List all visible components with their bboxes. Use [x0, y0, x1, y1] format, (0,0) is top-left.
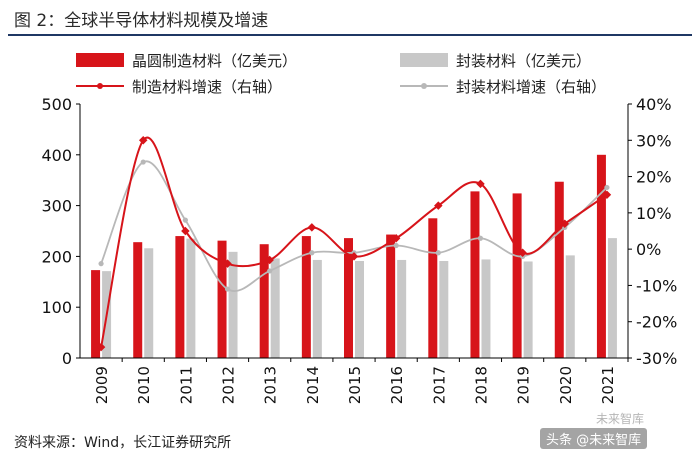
- bar-wafer-2020: [554, 181, 564, 358]
- legend-label-3: 制造材料增速（右轴）: [132, 78, 282, 96]
- right-tick-label: -30%: [636, 349, 677, 368]
- x-tick-label-2021: 2021: [599, 366, 617, 404]
- bar-packaging-2018: [481, 259, 491, 358]
- bar-packaging-2013: [270, 258, 280, 358]
- bar-packaging-2011: [186, 238, 196, 358]
- bar-wafer-2018: [470, 191, 480, 358]
- x-tick-label-2016: 2016: [388, 366, 406, 404]
- bar-wafer-2014: [301, 236, 311, 358]
- point-wafer-growth-2011: [181, 226, 190, 236]
- bar-packaging-2019: [523, 261, 533, 358]
- legend-label-4: 封装材料增速（右轴）: [456, 78, 606, 96]
- left-tick-label: 400: [41, 146, 72, 165]
- bar-packaging-2012: [228, 251, 238, 358]
- right-tick-label: -10%: [636, 276, 677, 295]
- point-packaging-growth-2018: [477, 235, 484, 241]
- source-note: 资料来源：Wind，长江证券研究所: [14, 435, 232, 451]
- point-packaging-growth-2021: [604, 184, 610, 191]
- bar-packaging-2017: [439, 260, 449, 358]
- point-wafer-growth-2009: [96, 342, 106, 352]
- legend-swatch-2: [400, 53, 448, 67]
- point-wafer-growth-2013: [265, 255, 274, 265]
- point-wafer-growth-2016: [391, 234, 401, 243]
- bar-wafer-2013: [259, 244, 269, 358]
- point-packaging-growth-2014: [309, 250, 315, 256]
- bar-packaging-2021: [607, 238, 617, 358]
- point-wafer-growth-2014: [307, 223, 317, 232]
- right-tick-label: 40%: [636, 95, 672, 114]
- right-tick-label: 0%: [636, 240, 661, 259]
- right-tick-label: -20%: [636, 313, 677, 332]
- bar-wafer-2021: [596, 154, 606, 358]
- x-tick-label-2013: 2013: [262, 366, 280, 404]
- legend-marker-4: [421, 83, 427, 89]
- legend-label-2: 封装材料（亿美元）: [456, 52, 591, 70]
- bar-wafer-2019: [512, 193, 522, 358]
- legend-label-1: 晶圆制造材料（亿美元）: [132, 52, 297, 70]
- bar-packaging-2015: [355, 260, 364, 358]
- point-wafer-growth-2018: [476, 179, 485, 189]
- bar-wafer-2016: [386, 234, 396, 358]
- x-tick-label-2014: 2014: [304, 366, 322, 404]
- point-packaging-growth-2013: [267, 268, 273, 274]
- left-tick-label: 500: [41, 95, 72, 114]
- bar-wafer-2012: [217, 240, 227, 358]
- left-tick-label: 200: [41, 247, 72, 266]
- point-packaging-growth-2017: [435, 250, 441, 256]
- x-tick-label-2019: 2019: [515, 366, 533, 404]
- bar-wafer-2010: [133, 242, 143, 358]
- point-wafer-growth-2017: [434, 201, 443, 210]
- title-rule: [8, 34, 692, 36]
- point-wafer-growth-2012: [223, 259, 232, 268]
- point-packaging-growth-2012: [224, 286, 231, 292]
- x-tick-label-2020: 2020: [557, 366, 575, 404]
- x-tick-label-2017: 2017: [430, 366, 448, 404]
- bar-wafer-2009: [91, 270, 101, 358]
- bar-wafer-2015: [344, 238, 353, 358]
- watermark-logo: 未来智库: [596, 412, 645, 426]
- x-tick-label-2018: 2018: [472, 366, 490, 404]
- point-wafer-growth-2010: [138, 136, 148, 145]
- bar-packaging-2016: [397, 259, 407, 358]
- watermark: 头条 @未来智库: [540, 428, 648, 449]
- point-wafer-growth-2015: [349, 252, 359, 261]
- point-packaging-growth-2009: [98, 261, 104, 267]
- x-tick-label-2015: 2015: [346, 366, 364, 404]
- point-packaging-growth-2016: [393, 242, 399, 249]
- bar-wafer-2011: [175, 236, 185, 358]
- line-wafer-growth: [100, 136, 608, 348]
- left-tick-label: 0: [62, 349, 72, 368]
- legend-marker-3: [97, 83, 103, 89]
- x-tick-label-2010: 2010: [135, 366, 153, 404]
- point-packaging-growth-2010: [140, 159, 146, 165]
- right-tick-label: 30%: [636, 131, 672, 150]
- bar-packaging-2020: [565, 255, 575, 358]
- right-tick-label: 20%: [636, 168, 672, 187]
- bar-wafer-2017: [428, 218, 438, 358]
- bar-packaging-2014: [312, 259, 322, 358]
- right-tick-label: 10%: [636, 204, 672, 223]
- bar-packaging-2010: [144, 248, 154, 358]
- x-tick-label-2012: 2012: [220, 366, 238, 404]
- point-packaging-growth-2011: [182, 217, 188, 223]
- x-tick-label-2009: 2009: [93, 366, 111, 404]
- x-tick-label-2011: 2011: [177, 366, 195, 404]
- legend-swatch-1: [76, 53, 124, 67]
- left-tick-label: 300: [41, 197, 72, 216]
- left-tick-label: 100: [41, 298, 72, 317]
- figure-title: 图 2：全球半导体材料规模及增速: [14, 11, 269, 31]
